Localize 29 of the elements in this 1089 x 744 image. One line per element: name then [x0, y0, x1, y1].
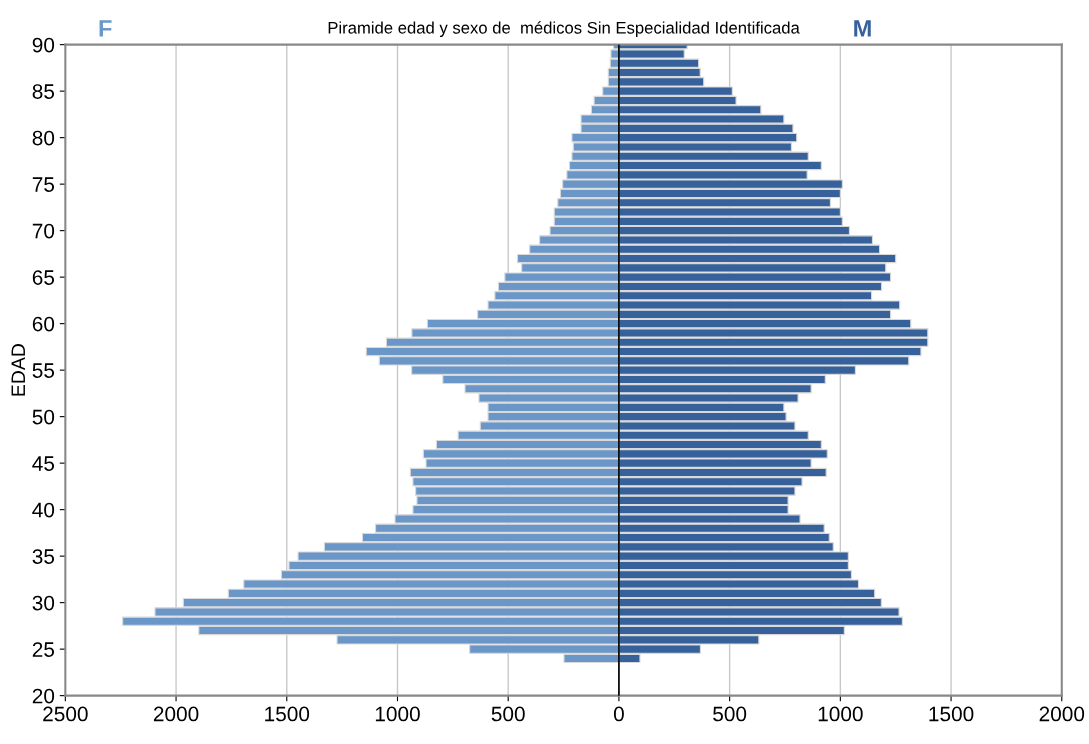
y-tick-label: 80 [32, 130, 55, 146]
y-tick-label: 30 [32, 595, 55, 611]
y-tick-label: 45 [32, 456, 55, 471]
x-tick-label: 1000 [818, 706, 863, 722]
y-tick-label: 55 [32, 363, 55, 378]
x-tick-label: 500 [713, 706, 747, 722]
chart-title: Piramide edad y sexo de médicos Sin Especialidad Identificada [328, 21, 800, 37]
y-tick-label: 20 [32, 688, 55, 704]
y-tick-label: 85 [32, 84, 55, 99]
x-tick-label: 2000 [153, 706, 199, 722]
y-tick-label: 75 [32, 177, 55, 192]
y-tick-label: 65 [32, 270, 55, 285]
text: M [854, 20, 871, 37]
y-tick-label: 70 [32, 223, 55, 239]
x-tick-label: 2000 [1039, 706, 1085, 722]
x-tick-label: 1500 [929, 706, 974, 722]
y-tick-label: 40 [32, 502, 55, 518]
y-tick-label: 50 [32, 409, 55, 425]
y-tick-label: 90 [32, 37, 55, 53]
y-tick-label: 25 [32, 642, 55, 657]
y-tick-label: 35 [32, 549, 55, 564]
text: F [99, 20, 112, 37]
x-tick-label: 2500 [43, 706, 88, 722]
y-tick-label: 60 [32, 316, 55, 332]
x-tick-label: 1000 [375, 706, 420, 722]
y-axis-title: EDAD [11, 344, 25, 396]
x-tick-label: 0 [613, 706, 624, 722]
x-tick-label: 1500 [265, 706, 310, 722]
x-tick-label: 500 [491, 706, 525, 722]
